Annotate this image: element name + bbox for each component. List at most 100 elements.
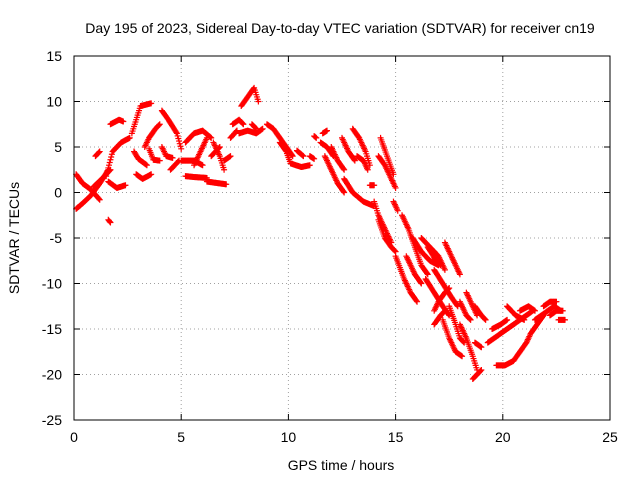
data-point [169,154,176,161]
data-point [289,153,296,160]
data-arc [248,121,260,132]
data-arc [238,84,262,110]
data-point [252,125,259,132]
data-arc [227,127,240,141]
data-point [239,120,246,127]
data-arc [107,116,127,128]
data-point [96,149,103,156]
data-point [107,219,114,226]
data-arc [431,307,448,328]
data-point [446,285,453,292]
y-tick-label: -10 [42,276,62,292]
data-arc [293,147,307,160]
data-point [255,98,262,105]
data-point [392,184,399,191]
data-point [323,127,330,134]
data-arc [441,239,463,278]
data-point [96,148,103,155]
y-tick-label: -5 [50,230,63,246]
data-arc [311,133,320,141]
data-arc [516,303,538,314]
data-point [340,165,347,172]
data-point [467,316,474,323]
data-point [259,125,266,132]
data-point [482,316,489,323]
data-arc [141,121,163,150]
data-point [414,298,421,305]
data-point [351,156,358,163]
data-arc [471,339,485,351]
data-point [103,173,110,180]
data-arc [319,127,330,137]
data-point [156,122,163,129]
data-arc [128,100,155,137]
data-point [199,162,206,169]
data-point [148,100,155,107]
data-arc [546,307,566,319]
data-point [394,207,401,214]
data-point [446,312,453,319]
chart-title: Day 195 of 2023, Sidereal Day-to-day VTE… [85,20,595,36]
data-point [521,316,528,323]
data-point [173,129,180,136]
data-arc [146,145,163,164]
data-arc [469,366,485,383]
data-point [561,316,568,323]
data-point [390,171,397,178]
data-point [156,121,163,128]
data-arc [366,182,378,189]
data-point [216,144,223,151]
data-point [223,181,230,188]
data-point [311,155,318,162]
data-arc [236,125,266,137]
data-point [148,171,155,178]
data-point [96,195,103,202]
axis-ticks [73,55,611,421]
data-arc [178,157,206,169]
data-point [424,270,431,277]
data-point [413,297,420,304]
data-arc [504,303,528,323]
data-arc [431,285,453,314]
data-arc [375,216,399,255]
data-point [441,266,448,273]
data-point [103,170,110,177]
data-arc [392,253,421,305]
data-point [306,162,313,169]
data-points [73,84,568,383]
data-point [175,158,182,165]
data-point [120,118,127,125]
x-tick-label: 10 [281,429,297,445]
y-tick-label: -25 [42,412,62,428]
data-point [300,153,307,160]
data-point [364,166,371,173]
data-point [478,344,485,351]
data-point [456,271,463,278]
x-tick-label: 0 [70,429,78,445]
y-axis-label: SDTVAR / TECUs [6,182,22,294]
data-point [437,262,444,269]
data-point [313,134,320,141]
data-arc [133,171,155,182]
data-point [478,366,485,373]
data-arc [73,171,103,203]
data-arc [471,303,489,323]
data-point [477,367,484,374]
grid [74,56,610,420]
data-arc [540,298,560,310]
data-point [108,154,115,161]
data-arc [399,212,431,278]
x-tick-label: 20 [495,429,511,445]
tick-labels: 0 5 10 15 20 25 -25 -20 -15 -10 -5 0 5 10 15 [42,48,618,445]
data-point [143,162,150,169]
data-point [436,261,443,268]
data-point [340,188,347,195]
data-point [221,166,228,173]
data-point [203,134,210,141]
data-arc [203,178,230,188]
data-arc [167,157,183,173]
data-point [106,159,113,166]
data-arc [403,253,425,287]
data-arc [328,144,348,173]
